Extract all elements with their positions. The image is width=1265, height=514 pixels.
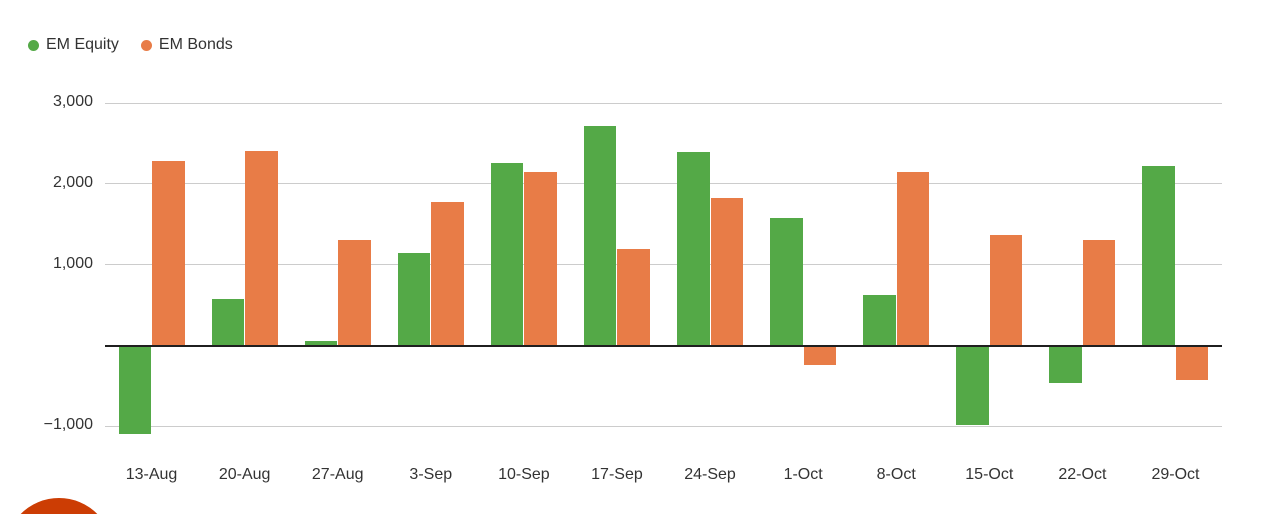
legend-item-em-equity[interactable]: EM Equity	[28, 36, 119, 54]
bar-em-bonds-24-sep	[710, 198, 744, 346]
bar-em-bonds-13-aug	[152, 161, 185, 346]
y-axis-tick-label: 2,000	[52, 173, 93, 191]
x-axis-tick-label: 3-Sep	[409, 466, 453, 483]
x-axis-tick-label: 20-Aug	[218, 466, 271, 483]
bar-em-bonds-15-oct	[989, 234, 1023, 346]
em-bonds-legend-label: EM Bonds	[158, 36, 233, 53]
x-axis-tick-label: 13-Aug	[125, 466, 178, 483]
x-axis-tick-label: 15-Oct	[965, 466, 1014, 483]
gridline-y-1000	[105, 264, 1222, 266]
x-axis-tick-label: 29-Oct	[1151, 466, 1200, 483]
bar-em-equity-13-aug	[118, 345, 152, 435]
legend-item-em-bonds[interactable]: EM Bonds	[140, 36, 233, 54]
x-axis-tick-label: 10-Sep	[498, 466, 550, 483]
bar-em-bonds-1-oct	[803, 345, 837, 365]
em-equity-legend-label: EM Equity	[46, 36, 119, 53]
chart-legend: EM Equity EM Bonds	[28, 36, 233, 54]
bar-em-equity-8-oct	[863, 295, 896, 346]
gridline-y-3000	[105, 102, 1222, 104]
x-axis-tick-label: 24-Sep	[684, 466, 736, 483]
x-axis-tick-label: 22-Oct	[1058, 466, 1107, 483]
em-bonds-legend-dot-icon	[140, 39, 152, 51]
y-axis-tick-label: −1,000	[43, 416, 93, 434]
bar-em-equity-15-oct	[956, 345, 989, 425]
x-axis-tick-label: 1-Oct	[783, 466, 823, 483]
bar-em-bonds-22-oct	[1082, 240, 1116, 346]
bar-em-equity-29-oct	[1142, 166, 1175, 346]
bar-em-equity-24-sep	[677, 151, 710, 346]
x-axis-tick-label: 17-Sep	[591, 466, 643, 483]
x-axis-tick-label: 8-Oct	[876, 466, 916, 483]
x-axis-zero-line	[105, 344, 1222, 347]
bar-em-equity-17-sep	[583, 125, 617, 346]
em-equity-legend-dot-icon	[28, 39, 39, 51]
bar-em-bonds-17-sep	[617, 249, 650, 346]
bar-em-equity-3-sep	[397, 252, 431, 346]
gridline-y-2000	[105, 183, 1222, 185]
y-axis-tick-label: 3,000	[52, 93, 93, 111]
bar-em-bonds-20-aug	[245, 150, 278, 346]
x-axis-tick-label: 27-Aug	[311, 466, 364, 483]
bar-em-equity-22-oct	[1049, 345, 1082, 383]
bar-em-equity-1-oct	[770, 217, 803, 346]
bar-em-bonds-8-oct	[896, 171, 930, 346]
bar-em-bonds-29-oct	[1175, 345, 1209, 381]
bar-em-bonds-3-sep	[431, 201, 464, 346]
bar-em-bonds-10-sep	[524, 171, 557, 346]
bar-em-equity-20-aug	[211, 298, 245, 346]
bar-em-equity-27-aug	[304, 340, 338, 346]
bar-em-equity-10-sep	[490, 162, 524, 346]
gridline-y--1000	[105, 425, 1222, 427]
bar-em-bonds-27-aug	[338, 240, 371, 346]
y-axis-tick-label: 1,000	[52, 254, 93, 272]
